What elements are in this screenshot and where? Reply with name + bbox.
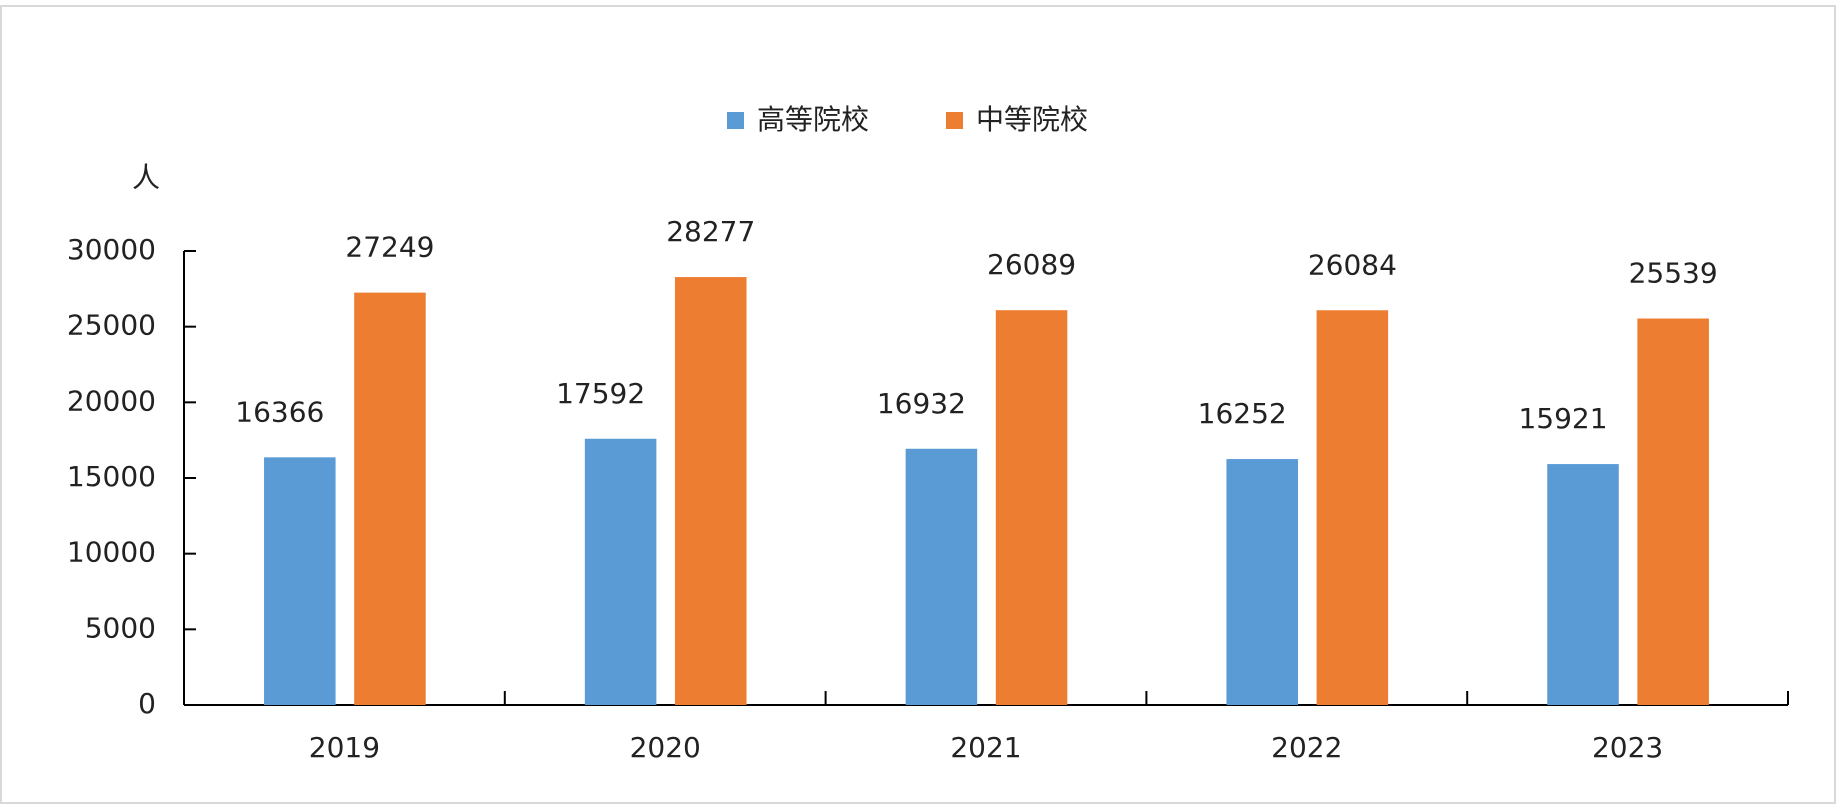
y-tick-label: 30000 (67, 233, 156, 266)
bar (905, 448, 978, 705)
value-label: 17592 (556, 377, 645, 410)
legend-swatch (946, 112, 963, 129)
y-tick-label: 5000 (85, 611, 156, 644)
bar (354, 292, 426, 705)
x-tick-label: 2019 (309, 731, 380, 764)
legend-swatch (727, 112, 744, 129)
bar (1226, 459, 1298, 705)
chart-frame (0, 5, 1836, 804)
legend-label: 高等院校 (757, 103, 869, 136)
value-label: 25539 (1629, 257, 1718, 290)
value-label: 15921 (1518, 402, 1607, 435)
y-tick-label: 0 (138, 687, 156, 720)
y-tick-label: 25000 (67, 309, 156, 342)
value-label: 26084 (1308, 248, 1397, 281)
value-label: 16252 (1198, 397, 1287, 430)
bar (264, 457, 336, 705)
value-label: 27249 (345, 231, 434, 264)
y-tick-label: 15000 (67, 460, 156, 493)
x-tick-label: 2023 (1592, 731, 1663, 764)
x-tick-label: 2022 (1271, 731, 1342, 764)
y-tick-label: 10000 (67, 536, 156, 569)
x-tick-label: 2021 (950, 731, 1021, 764)
value-label: 16932 (877, 387, 966, 420)
value-label: 28277 (666, 215, 755, 248)
value-label: 26089 (987, 248, 1076, 281)
bar (1637, 318, 1709, 705)
x-tick-label: 2020 (630, 731, 701, 764)
bar (995, 310, 1068, 705)
bar (1316, 310, 1389, 705)
value-label: 16366 (235, 395, 324, 428)
bar (674, 277, 747, 705)
y-tick-label: 20000 (67, 384, 156, 417)
bar (584, 438, 657, 705)
y-axis-label: 人 (132, 161, 160, 194)
legend-label: 中等院校 (976, 103, 1088, 136)
bar (1547, 464, 1619, 705)
